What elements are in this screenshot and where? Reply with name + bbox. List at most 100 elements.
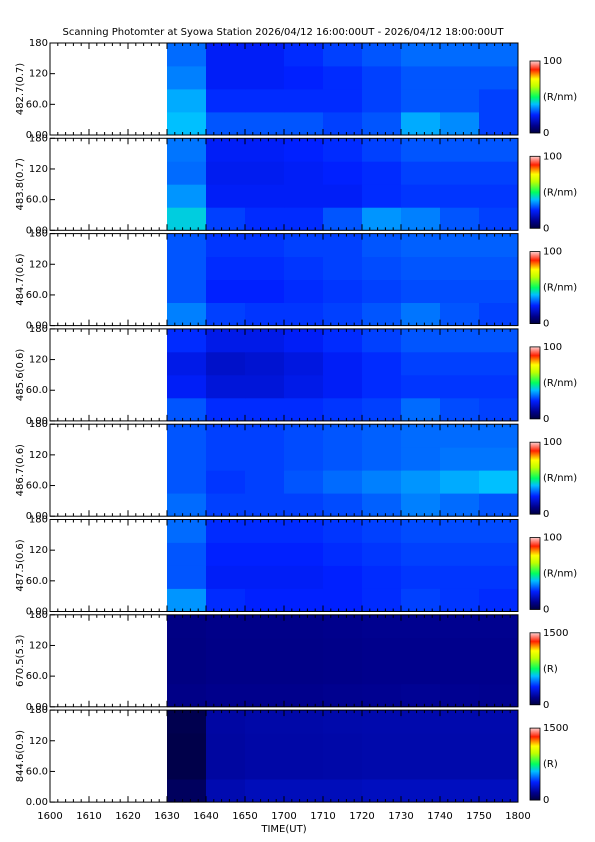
heatmap-cell <box>167 565 207 589</box>
heatmap-cell <box>284 328 324 353</box>
x-tick-label: 1700 <box>271 811 296 822</box>
heatmap-cell <box>167 542 207 566</box>
heatmap-cell <box>284 66 324 90</box>
heatmap-cell <box>479 397 519 422</box>
heatmap-cell <box>167 424 207 448</box>
colorbar <box>529 441 541 515</box>
heatmap-cell <box>362 565 402 589</box>
heatmap-cell <box>479 161 519 185</box>
y-tick-label: 120 <box>29 736 48 747</box>
heatmap-cell <box>323 112 363 136</box>
y-tick-label: 180 <box>29 705 48 716</box>
heatmap-cell <box>440 588 480 612</box>
heatmap-cell <box>362 302 402 326</box>
heatmap-cell <box>284 233 324 257</box>
heatmap-cell <box>167 756 207 780</box>
heatmap-cell <box>245 447 285 471</box>
heatmap-cell <box>362 328 402 353</box>
x-axis-label: TIME(UT) <box>260 824 306 835</box>
heatmap-cell <box>401 207 441 231</box>
x-tick-label: 1640 <box>193 811 218 822</box>
heatmap-cell <box>401 710 441 734</box>
heatmap-cell <box>401 519 441 543</box>
heatmap-cell <box>284 733 324 757</box>
heatmap-cell <box>362 493 402 517</box>
heatmap-cell <box>401 351 441 376</box>
heatmap-cell <box>284 138 324 162</box>
heatmap-cell <box>401 66 441 90</box>
heatmap-cell <box>284 256 324 280</box>
heatmap-cell <box>440 565 480 589</box>
heatmap-cell <box>245 328 285 353</box>
heatmap-cell <box>401 424 441 448</box>
heatmap-cell <box>206 184 246 208</box>
heatmap-cell <box>323 756 363 780</box>
heatmap-cell <box>401 470 441 494</box>
heatmap-cell <box>362 470 402 494</box>
heatmap-cell <box>206 302 246 326</box>
heatmap-cell <box>440 447 480 471</box>
heatmap-cell <box>245 302 285 326</box>
heatmap-cell <box>323 470 363 494</box>
heatmap-cell <box>323 161 363 185</box>
y-axis-label: 484.7(0.6) <box>15 253 26 305</box>
heatmap-cell <box>401 733 441 757</box>
heatmap-cell <box>245 351 285 376</box>
y-tick-label: 180 <box>29 515 48 526</box>
heatmap-cell <box>440 660 480 685</box>
colorbar-tick-label: 0 <box>543 319 549 330</box>
heatmap-cell <box>362 351 402 376</box>
heatmap-cell <box>245 161 285 185</box>
heatmap-cell <box>479 637 519 662</box>
heatmap-cell <box>401 184 441 208</box>
heatmap-cell <box>206 66 246 90</box>
heatmap-cell <box>245 374 285 399</box>
colorbar-tick-label: 1500 <box>543 723 568 734</box>
heatmap-cell <box>362 138 402 162</box>
heatmap-cell <box>362 733 402 757</box>
heatmap-cell <box>167 138 207 162</box>
heatmap-cell <box>167 519 207 543</box>
colorbar-label: (R/nm) <box>543 378 577 389</box>
heatmap-cell <box>323 397 363 422</box>
colorbar <box>529 155 541 229</box>
heatmap-cell <box>206 588 246 612</box>
heatmap-cell <box>323 683 363 708</box>
heatmap-cell <box>284 779 324 803</box>
y-tick-label: 180 <box>29 324 48 335</box>
heatmap-cell <box>245 397 285 422</box>
heatmap-cell <box>440 424 480 448</box>
heatmap-cell <box>284 184 324 208</box>
heatmap-cell <box>479 614 519 639</box>
heatmap-cell <box>167 397 207 422</box>
heatmap-cell <box>206 256 246 280</box>
heatmap-cell <box>167 733 207 757</box>
heatmap-cell <box>206 733 246 757</box>
heatmap-cell <box>323 710 363 734</box>
heatmap-cell <box>284 565 324 589</box>
heatmap-cell <box>245 588 285 612</box>
heatmap-cell <box>284 112 324 136</box>
colorbar-tick-label: 0 <box>543 414 549 425</box>
y-tick-label: 0.00 <box>26 416 48 427</box>
heatmap-cell <box>362 184 402 208</box>
heatmap-cell <box>479 470 519 494</box>
heatmap-cell <box>284 447 324 471</box>
heatmap-cell <box>323 89 363 113</box>
y-tick-label: 0.00 <box>26 511 48 522</box>
heatmap-cell <box>323 779 363 803</box>
heatmap-cell <box>245 256 285 280</box>
heatmap-cell <box>206 683 246 708</box>
y-axis-label: 482.7(0.7) <box>15 63 26 115</box>
heatmap-cell <box>479 374 519 399</box>
heatmap-cell <box>284 351 324 376</box>
y-tick-label: 60.0 <box>26 99 48 110</box>
heatmap-cell <box>323 138 363 162</box>
heatmap-cell <box>362 756 402 780</box>
heatmap-cell <box>479 351 519 376</box>
colorbar-label: (R/nm) <box>543 473 577 484</box>
y-tick-label: 60.0 <box>26 195 48 206</box>
heatmap-cell <box>401 233 441 257</box>
heatmap-cell <box>284 89 324 113</box>
heatmap-cell <box>440 470 480 494</box>
